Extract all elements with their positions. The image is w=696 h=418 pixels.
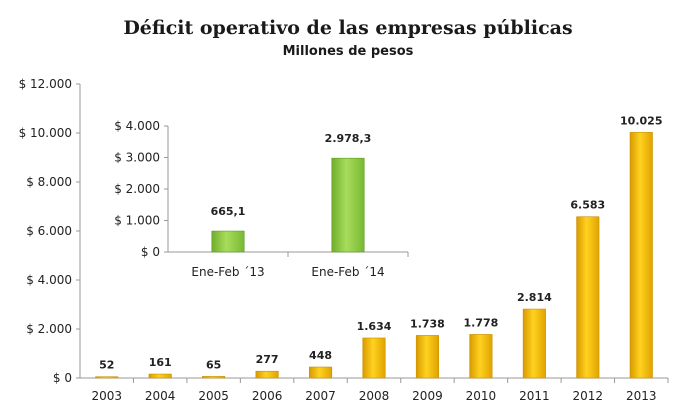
main-bar	[309, 366, 333, 379]
main-bars: 52 161 65 277 448 1.634 1.738 1.778 2.814 6.583 10…	[95, 114, 662, 379]
inset-y-tick-label: $ 2.000	[114, 182, 160, 196]
main-bar	[95, 376, 119, 379]
main-x-tick-label: 2006	[252, 389, 283, 403]
main-axis: $ 0 $ 2.000 $ 4.000 $ 6.000 $ 8.000 $ 10.000 $…	[19, 77, 669, 403]
main-x-tick-label: 2003	[91, 389, 122, 403]
main-x-tick-label: 2012	[573, 389, 604, 403]
main-x-tick-label: 2004	[145, 389, 176, 403]
main-data-label: 2.814	[517, 291, 552, 304]
main-data-label: 1.634	[357, 320, 392, 333]
chart-title: Déficit operativo de las empresas públic…	[123, 17, 572, 39]
inset-bar	[331, 157, 365, 253]
main-bar	[415, 335, 439, 379]
inset-x-tick-label: Ene-Feb ´13	[191, 265, 264, 279]
main-data-label: 52	[99, 359, 114, 372]
main-x-tick-label: 2005	[198, 389, 229, 403]
main-x-tick-label: 2007	[305, 389, 336, 403]
main-bar	[576, 216, 600, 379]
main-x-tick-label: 2013	[626, 389, 657, 403]
main-data-label: 65	[206, 358, 221, 371]
main-data-label: 6.583	[570, 199, 605, 212]
chart-subtitle: Millones de pesos	[283, 44, 414, 59]
main-bar	[202, 376, 226, 379]
inset-y-tick-label: $ 3.000	[114, 151, 160, 165]
inset-bar	[211, 230, 245, 253]
main-x-tick-label: 2009	[412, 389, 443, 403]
inset-chart: $ 0 $ 1.000 $ 2.000 $ 3.000 $ 4.000 Ene-Feb ´…	[96, 104, 424, 282]
main-x-tick-label: 2010	[466, 389, 497, 403]
main-data-label: 1.778	[464, 316, 499, 329]
inset-y-tick-label: $ 0	[141, 245, 160, 259]
inset-axis: $ 0 $ 1.000 $ 2.000 $ 3.000 $ 4.000 Ene-Feb ´…	[114, 119, 409, 279]
main-bar	[522, 308, 546, 379]
main-data-label: 161	[149, 356, 172, 369]
inset-data-label: 2.978,3	[325, 132, 372, 145]
main-y-tick-label: $ 8.000	[26, 175, 72, 189]
main-y-tick-label: $ 4.000	[26, 273, 72, 287]
main-y-tick-label: $ 0	[53, 371, 72, 385]
inset-y-tick-label: $ 4.000	[114, 119, 160, 133]
main-bar	[362, 337, 386, 379]
inset-x-tick-label: Ene-Feb ´14	[311, 265, 384, 279]
main-x-tick-label: 2008	[359, 389, 390, 403]
inset-y-tick-label: $ 1.000	[114, 214, 160, 228]
main-y-tick-label: $ 12.000	[19, 77, 72, 91]
main-bar	[148, 373, 172, 379]
inset-bars: 665,1 2.978,3	[211, 132, 372, 253]
main-data-label: 1.738	[410, 317, 445, 330]
main-data-label: 10.025	[620, 114, 662, 127]
main-data-label: 277	[256, 353, 279, 366]
main-data-label: 448	[309, 349, 332, 362]
inset-data-label: 665,1	[211, 205, 246, 218]
main-bar	[255, 370, 279, 379]
main-bar	[629, 132, 653, 379]
main-y-tick-label: $ 10.000	[19, 126, 72, 140]
main-y-tick-label: $ 2.000	[26, 322, 72, 336]
main-y-tick-label: $ 6.000	[26, 224, 72, 238]
main-bar	[469, 334, 493, 379]
main-x-tick-label: 2011	[519, 389, 550, 403]
